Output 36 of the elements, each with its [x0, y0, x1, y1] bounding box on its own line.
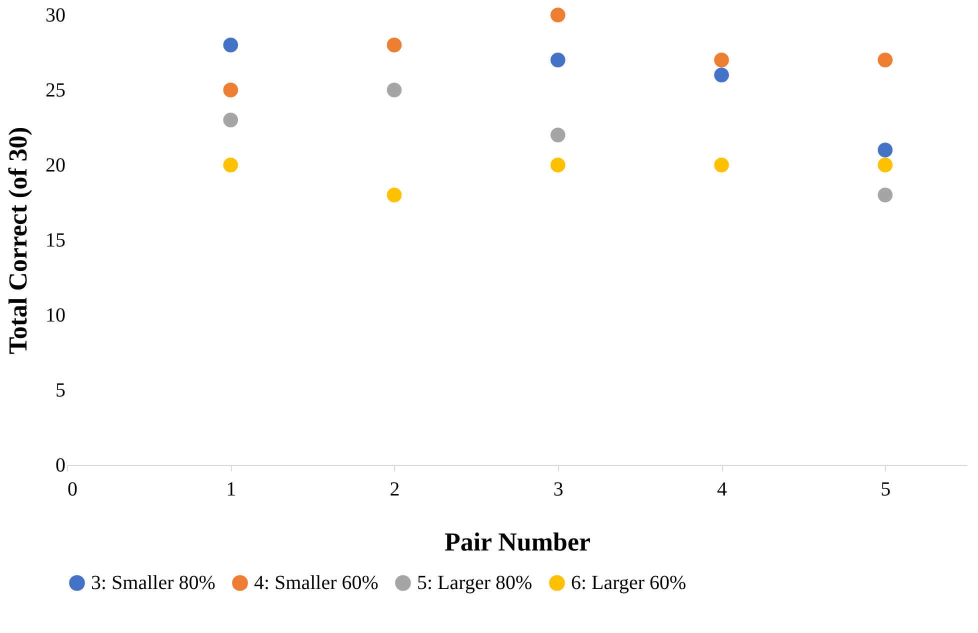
point — [550, 128, 566, 142]
x-tick-label: 5 — [880, 478, 891, 500]
x-axis-title: Pair Number — [444, 528, 591, 556]
x-tick-label: 2 — [390, 478, 400, 500]
y-tick-label: 15 — [46, 230, 66, 252]
y-tick-label: 10 — [46, 304, 66, 326]
x-tick-label: 1 — [226, 478, 236, 500]
y-tick-label: 20 — [46, 154, 66, 176]
point — [878, 142, 893, 158]
x-tick-label: 3 — [553, 478, 564, 500]
point — [223, 82, 238, 98]
legend-label: 5: Larger 80% — [417, 572, 532, 594]
point — [386, 188, 402, 202]
y-axis-title: Total Correct (of 30) — [4, 126, 32, 354]
point — [878, 188, 893, 202]
y-tick-label: 30 — [46, 4, 66, 26]
legend-label: 6: Larger 60% — [571, 572, 686, 594]
point — [550, 52, 566, 68]
y-tick-label: 5 — [56, 380, 66, 402]
x-tick-label: 4 — [717, 478, 728, 500]
legend-label: 4: Smaller 60% — [254, 572, 378, 594]
point — [714, 158, 729, 172]
y-tick-label: 0 — [56, 454, 66, 476]
point — [878, 52, 893, 68]
point — [386, 82, 402, 98]
point — [550, 8, 566, 22]
point — [223, 158, 238, 172]
point — [878, 158, 893, 172]
point — [223, 112, 238, 128]
point — [714, 68, 729, 82]
point — [223, 38, 238, 52]
y-tick-label: 25 — [46, 80, 66, 102]
legend-label: 3: Smaller 80% — [91, 572, 216, 594]
point — [386, 38, 402, 52]
point — [550, 158, 566, 172]
point — [714, 52, 729, 68]
